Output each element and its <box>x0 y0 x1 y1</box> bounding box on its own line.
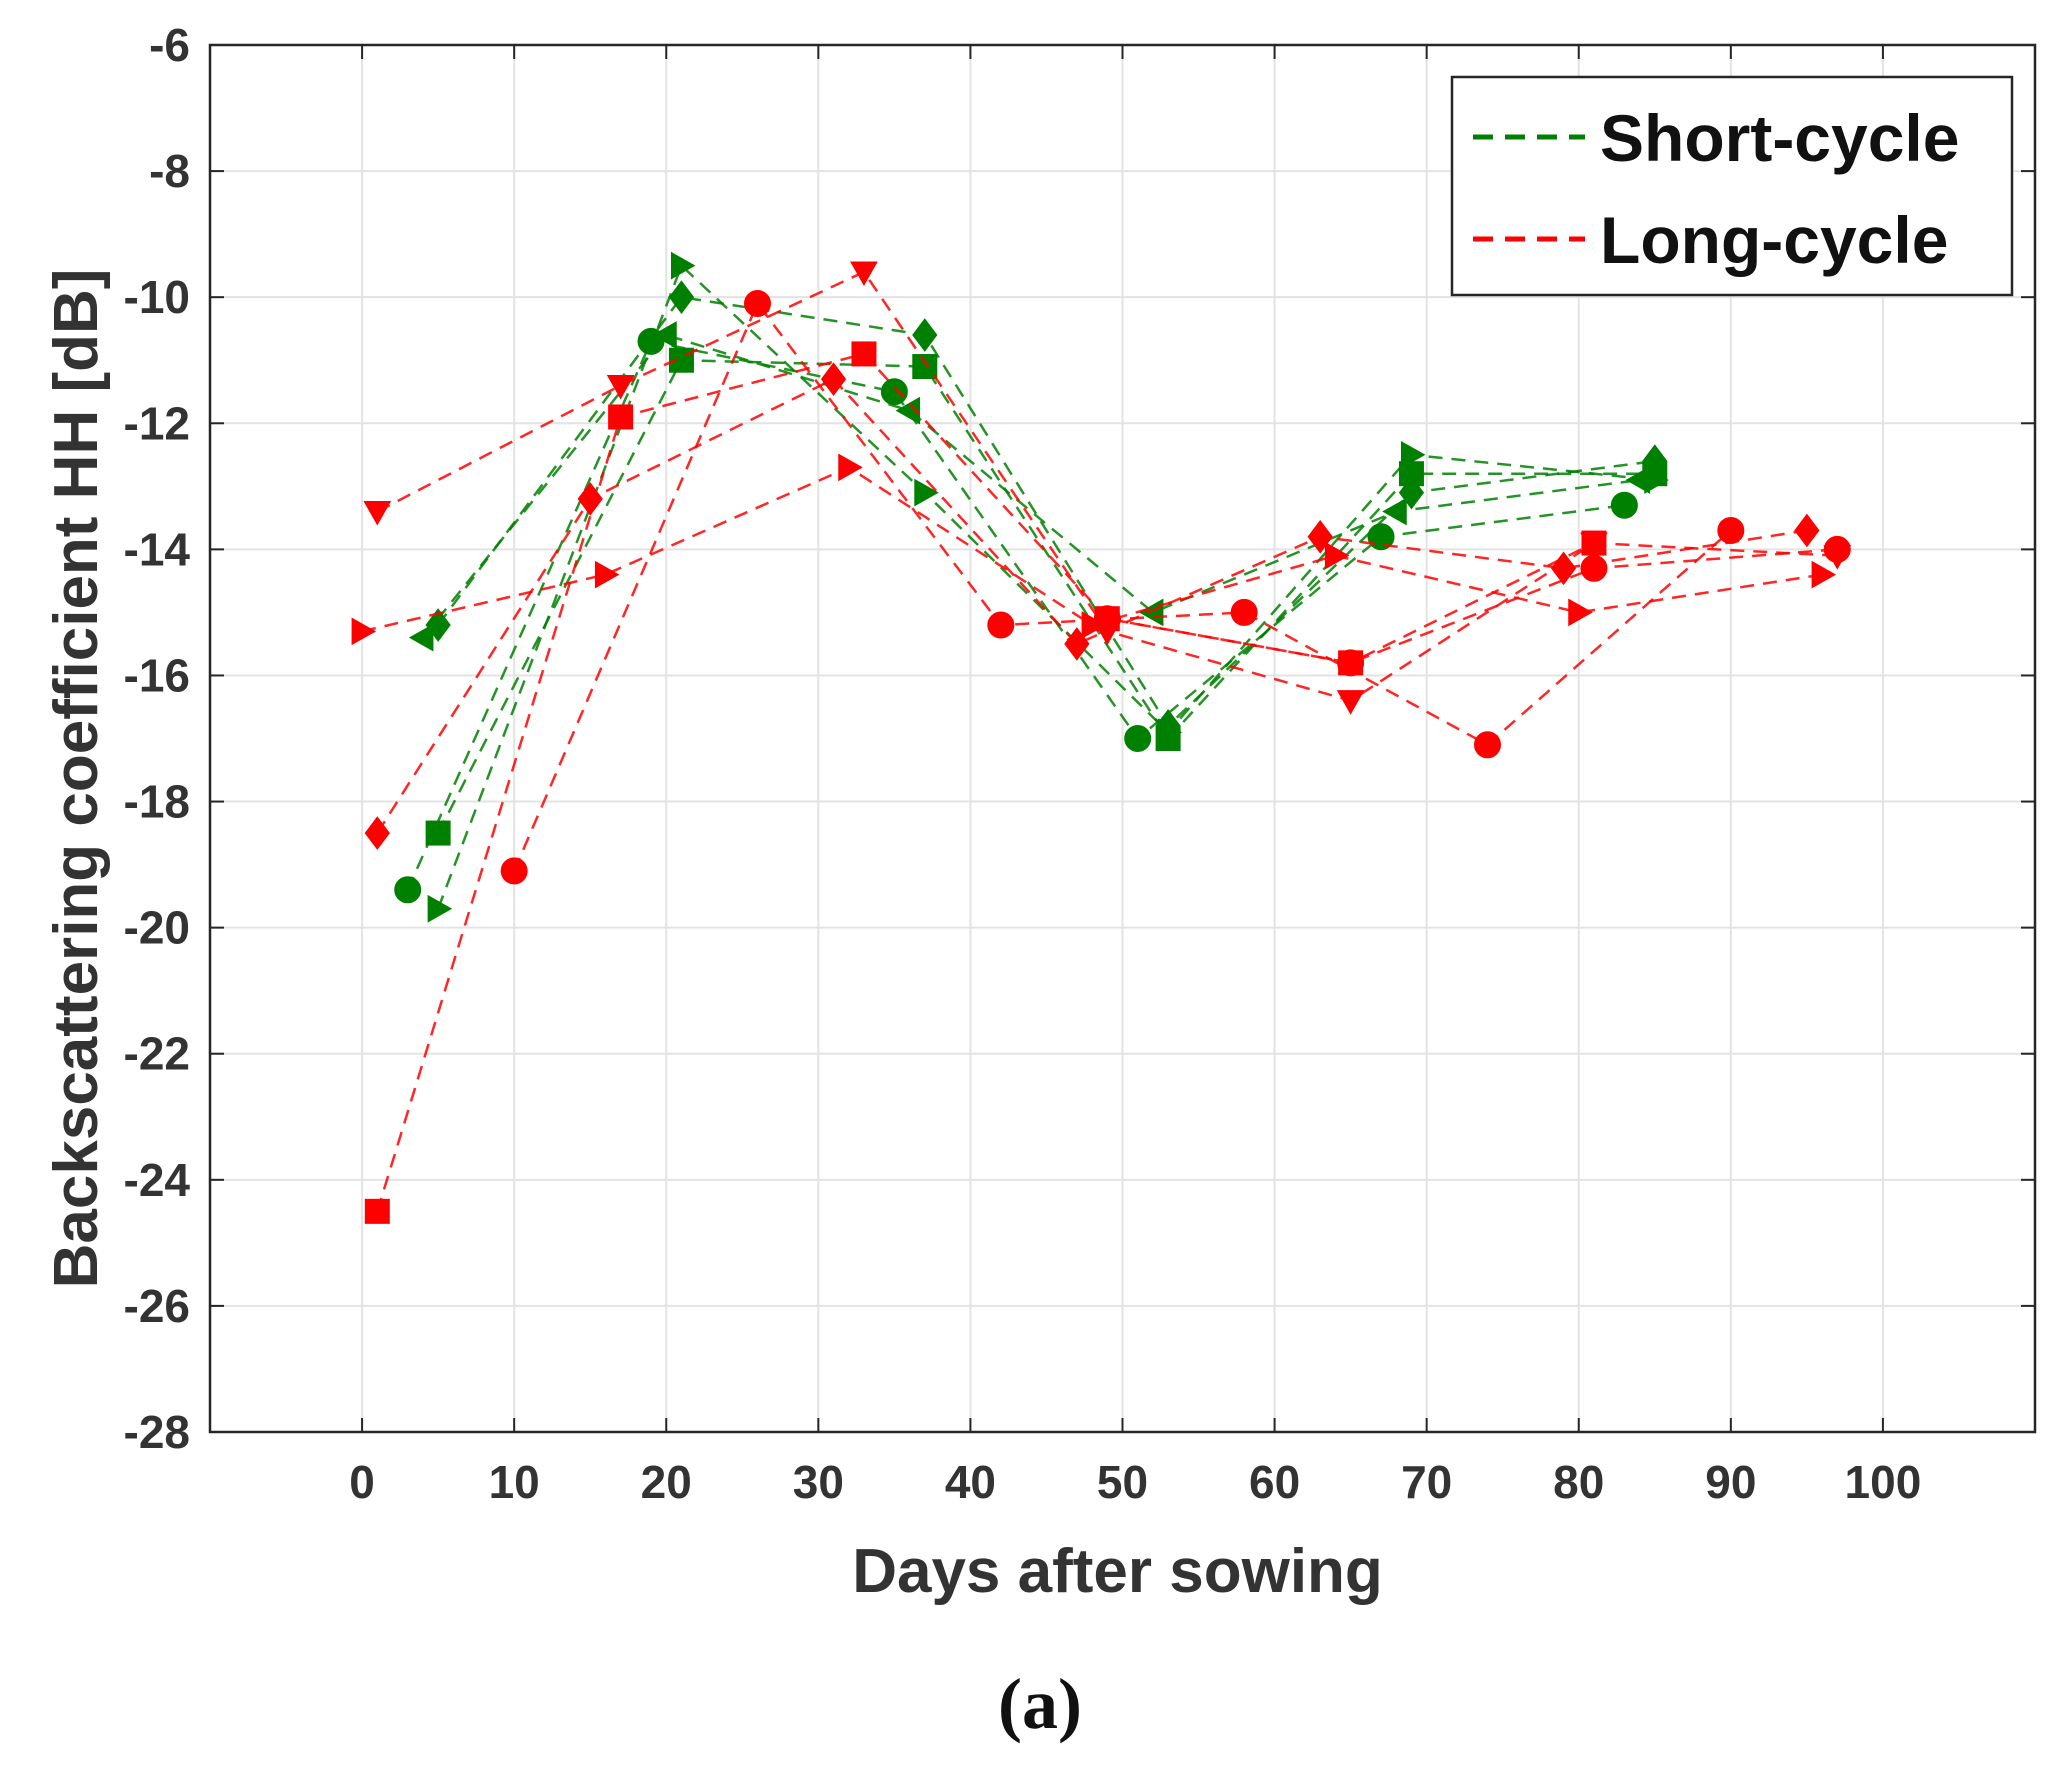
data-point <box>427 894 453 923</box>
y-tick-label: -12 <box>124 397 190 449</box>
x-tick-label: 50 <box>1097 1456 1148 1508</box>
x-tick-label: 60 <box>1249 1456 1300 1508</box>
data-point <box>1157 718 1183 747</box>
data-point <box>408 623 434 652</box>
y-tick-label: -28 <box>124 1406 190 1458</box>
data-point <box>608 404 634 430</box>
x-tick-label: 40 <box>945 1456 996 1508</box>
data-point <box>1230 598 1258 626</box>
data-point <box>1717 516 1745 544</box>
data-point <box>1324 541 1350 570</box>
x-tick-label: 30 <box>793 1456 844 1508</box>
data-point <box>851 341 877 367</box>
data-point <box>1382 497 1407 526</box>
data-point <box>351 617 377 646</box>
data-point <box>668 280 695 315</box>
x-tick-label: 20 <box>641 1456 692 1508</box>
data-point <box>394 876 422 904</box>
y-tick-label: -6 <box>149 19 190 71</box>
data-point <box>912 318 938 352</box>
y-tick-label: -8 <box>149 145 190 197</box>
legend-label-short-cycle: Short-cycle <box>1600 101 1959 175</box>
x-tick-label: 80 <box>1553 1456 1604 1508</box>
data-point <box>1336 690 1365 715</box>
y-axis-label: Backscattering coefficient HH [dB] <box>42 269 111 1289</box>
y-tick-label: -16 <box>124 649 190 701</box>
data-point <box>652 321 677 349</box>
series-line <box>437 295 1655 728</box>
data-point <box>500 857 528 885</box>
y-tick-label: -10 <box>124 271 190 323</box>
data-point <box>1811 560 1837 589</box>
data-point <box>1093 605 1121 633</box>
data-point <box>1400 440 1426 469</box>
series-long-cycle-field-5 <box>351 453 1837 646</box>
data-point <box>1124 725 1152 752</box>
series-line <box>513 301 1732 872</box>
data-point <box>1625 466 1651 494</box>
data-point <box>1081 611 1107 639</box>
x-tick-label: 0 <box>349 1456 375 1508</box>
x-tick-label: 90 <box>1705 1456 1756 1508</box>
data-point <box>425 820 451 846</box>
series-short-cycle-field-4 <box>427 251 1669 923</box>
data-point <box>1550 551 1577 586</box>
data-point <box>606 374 635 400</box>
data-point <box>1580 554 1608 582</box>
data-point <box>987 611 1015 639</box>
x-tick-label: 70 <box>1401 1456 1452 1508</box>
data-point <box>594 560 620 589</box>
data-point <box>914 478 939 507</box>
figure-caption: (a) <box>998 1664 1082 1744</box>
data-point <box>1474 731 1501 759</box>
y-tick-label: -22 <box>124 1028 190 1080</box>
data-point <box>838 453 863 482</box>
data-point <box>670 251 696 280</box>
data-point <box>912 354 938 380</box>
x-axis-label: Days after sowing <box>852 1537 1383 1606</box>
y-tick-label: -26 <box>124 1280 190 1332</box>
legend: Short-cycle Long-cycle <box>1450 75 2014 297</box>
data-point <box>895 396 921 425</box>
data-point <box>1794 513 1820 548</box>
y-tick-label: -24 <box>124 1154 191 1206</box>
data-point <box>1823 535 1851 563</box>
data-point <box>364 1198 390 1224</box>
data-point <box>1337 649 1365 677</box>
y-tick-label: -20 <box>124 902 190 954</box>
series-line <box>376 352 1595 1212</box>
legend-box <box>1450 75 2014 297</box>
data-point <box>577 482 603 516</box>
series-line <box>1107 548 1838 665</box>
series-long-cycle-field-6 <box>1093 535 1851 677</box>
x-tick-label: 10 <box>489 1456 540 1508</box>
y-tick-labels: -28 -26 -24 -22 -20 -18 -16 -14 -12 -10 -8 -6 <box>124 19 191 1458</box>
y-tick-label: -14 <box>124 523 191 575</box>
series-layer <box>351 251 1852 1224</box>
series-line <box>406 339 1625 891</box>
data-point <box>1568 598 1593 627</box>
data-point <box>1580 532 1608 558</box>
series-long-cycle-field-3 <box>364 362 1820 850</box>
series-line <box>436 263 1655 910</box>
plot-frame <box>208 43 2037 1434</box>
data-point <box>363 501 392 526</box>
y-tick-label: -18 <box>124 776 190 828</box>
data-point <box>820 362 847 396</box>
data-point <box>744 289 771 317</box>
data-point <box>880 378 908 406</box>
series-long-cycle-field-1 <box>500 289 1745 885</box>
series-line <box>437 358 1655 834</box>
x-tick-label: 100 <box>1845 1456 1922 1508</box>
data-point <box>1610 491 1638 519</box>
data-point <box>364 816 390 850</box>
legend-label-long-cycle: Long-cycle <box>1600 203 1948 277</box>
x-tick-labels: 0 10 20 30 40 50 60 70 80 90 100 <box>349 1456 1921 1508</box>
data-point <box>850 261 878 286</box>
